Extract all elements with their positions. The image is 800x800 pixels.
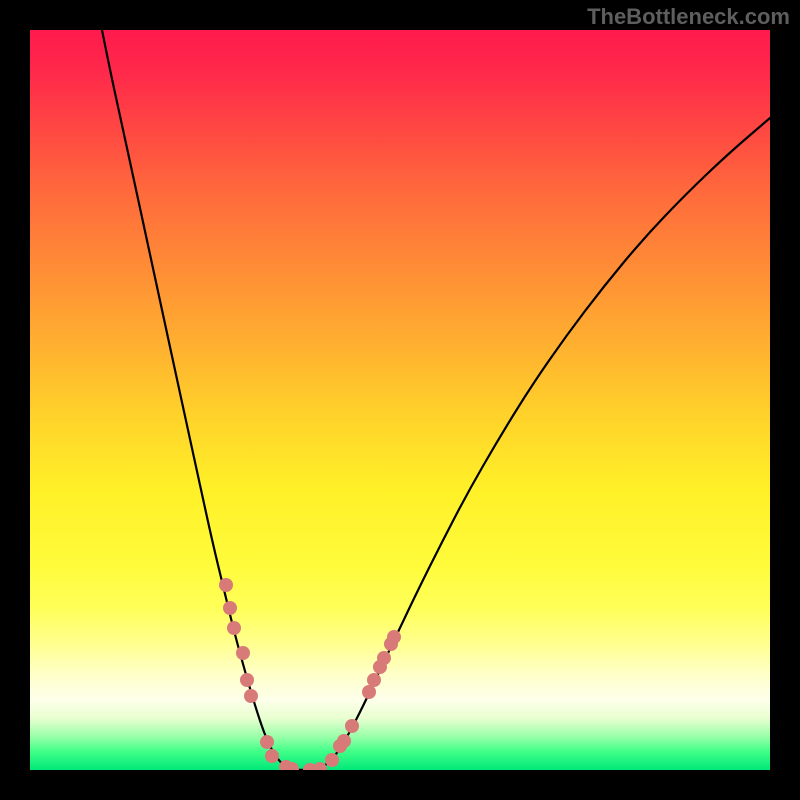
data-marker: [223, 601, 237, 615]
data-marker: [387, 630, 401, 644]
data-marker: [337, 734, 351, 748]
chart-frame: TheBottleneck.com: [0, 0, 800, 800]
data-marker: [244, 689, 258, 703]
data-marker: [219, 578, 233, 592]
data-marker: [260, 735, 274, 749]
data-marker: [240, 673, 254, 687]
data-marker: [362, 685, 376, 699]
data-marker: [265, 749, 279, 763]
data-marker: [367, 673, 381, 687]
data-marker: [236, 646, 250, 660]
plot-area: [30, 30, 770, 770]
data-marker: [377, 651, 391, 665]
chart-background: [30, 30, 770, 770]
data-marker: [325, 753, 339, 767]
bottleneck-curve-chart: [30, 30, 770, 770]
watermark-text: TheBottleneck.com: [587, 4, 790, 30]
data-marker: [227, 621, 241, 635]
data-marker: [345, 719, 359, 733]
